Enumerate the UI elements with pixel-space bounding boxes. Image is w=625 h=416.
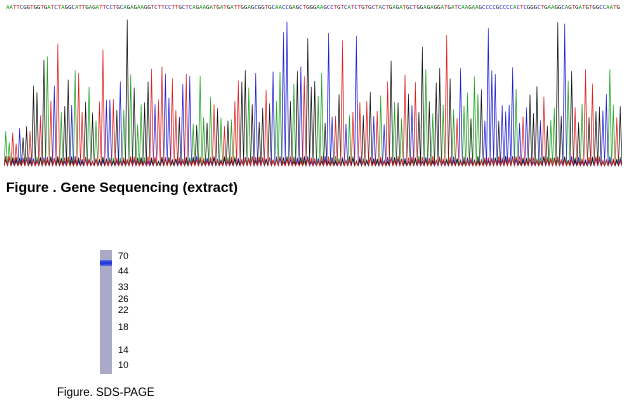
mw-marker-label: 33 (118, 282, 129, 293)
mw-marker-label: 22 (118, 305, 129, 316)
base-call-sequence: AATTCGGTGGTGATCTAGGCATTGAGATTCCTGCAGAGAA… (6, 5, 621, 11)
mw-marker-label: 14 (118, 345, 129, 356)
molecular-weight-markers: 70 44 33 26 22 18 14 10 (118, 250, 158, 374)
mw-marker-label: 10 (118, 360, 129, 371)
protein-band (100, 260, 112, 266)
mw-marker-label: 70 (118, 251, 129, 262)
sds-page-figure-caption: Figure. SDS-PAGE (57, 387, 155, 399)
sequencing-figure-caption: Figure . Gene Sequencing (extract) (6, 179, 238, 195)
mw-marker-label: 26 (118, 294, 129, 305)
trace-t (4, 35, 622, 167)
sequencing-chromatogram: AATTCGGTGGTGATCTAGGCATTGAGATTCCTGCAGAGAA… (4, 5, 622, 167)
sds-page-gel-lane (100, 250, 112, 374)
mw-marker-label: 44 (118, 266, 129, 277)
mw-marker-label: 18 (118, 322, 129, 333)
